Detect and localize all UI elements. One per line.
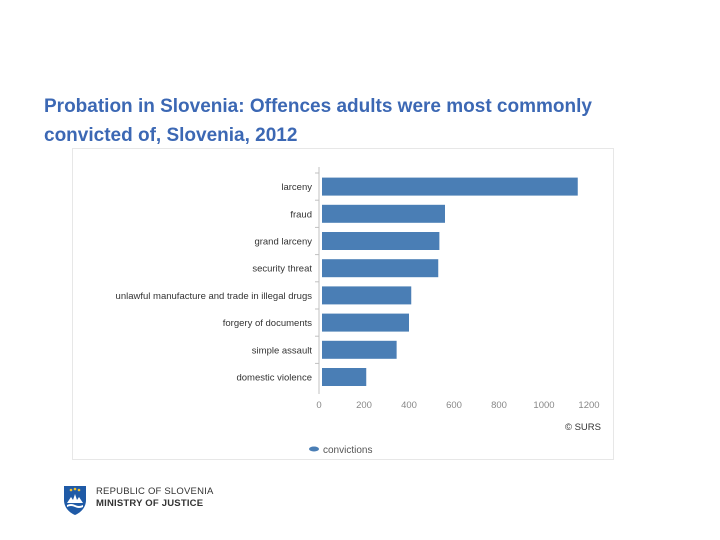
- legend-swatch: [309, 446, 319, 452]
- x-tick-label: 400: [401, 400, 417, 411]
- x-tick-label: 600: [446, 400, 462, 411]
- category-label: simple assault: [252, 345, 313, 356]
- category-label: forgery of documents: [223, 318, 312, 329]
- category-label: larceny: [281, 182, 312, 193]
- bar: [322, 259, 439, 278]
- x-tick-label: 800: [491, 400, 507, 411]
- bar: [322, 177, 578, 196]
- category-label: grand larceny: [254, 237, 312, 248]
- category-label: security threat: [252, 264, 312, 275]
- bar: [322, 232, 440, 250]
- chart-panel: 0 200 400 600 800 1000 1200 larceny fraud grand l…: [72, 148, 614, 460]
- bar: [322, 313, 409, 332]
- bar-chart: 0 200 400 600 800 1000 1200 larceny fraud grand l…: [116, 167, 601, 456]
- chart-credit: © SURS: [565, 422, 601, 433]
- ministry-logo: REPUBLIC OF SLOVENIA MINISTRY OF JUSTICE: [58, 482, 238, 518]
- bar: [322, 340, 397, 359]
- bar: [322, 368, 367, 386]
- footer-ministry-label: MINISTRY OF JUSTICE: [96, 498, 204, 509]
- footer-republic-label: REPUBLIC OF SLOVENIA: [96, 486, 214, 497]
- category-label: domestic violence: [236, 373, 312, 384]
- slide-title: Probation in Slovenia: Offences adults w…: [44, 96, 592, 146]
- x-tick-label: 0: [316, 400, 321, 411]
- category-label: fraud: [290, 209, 312, 220]
- bar: [322, 286, 412, 305]
- x-tick-label: 200: [356, 400, 372, 411]
- legend-label: convictions: [323, 445, 372, 456]
- bar: [322, 204, 445, 223]
- slovenia-emblem-icon: [64, 486, 86, 515]
- x-tick-label: 1200: [578, 400, 599, 411]
- x-tick-label: 1000: [533, 400, 554, 411]
- category-label: unlawful manufacture and trade in illega…: [116, 291, 313, 302]
